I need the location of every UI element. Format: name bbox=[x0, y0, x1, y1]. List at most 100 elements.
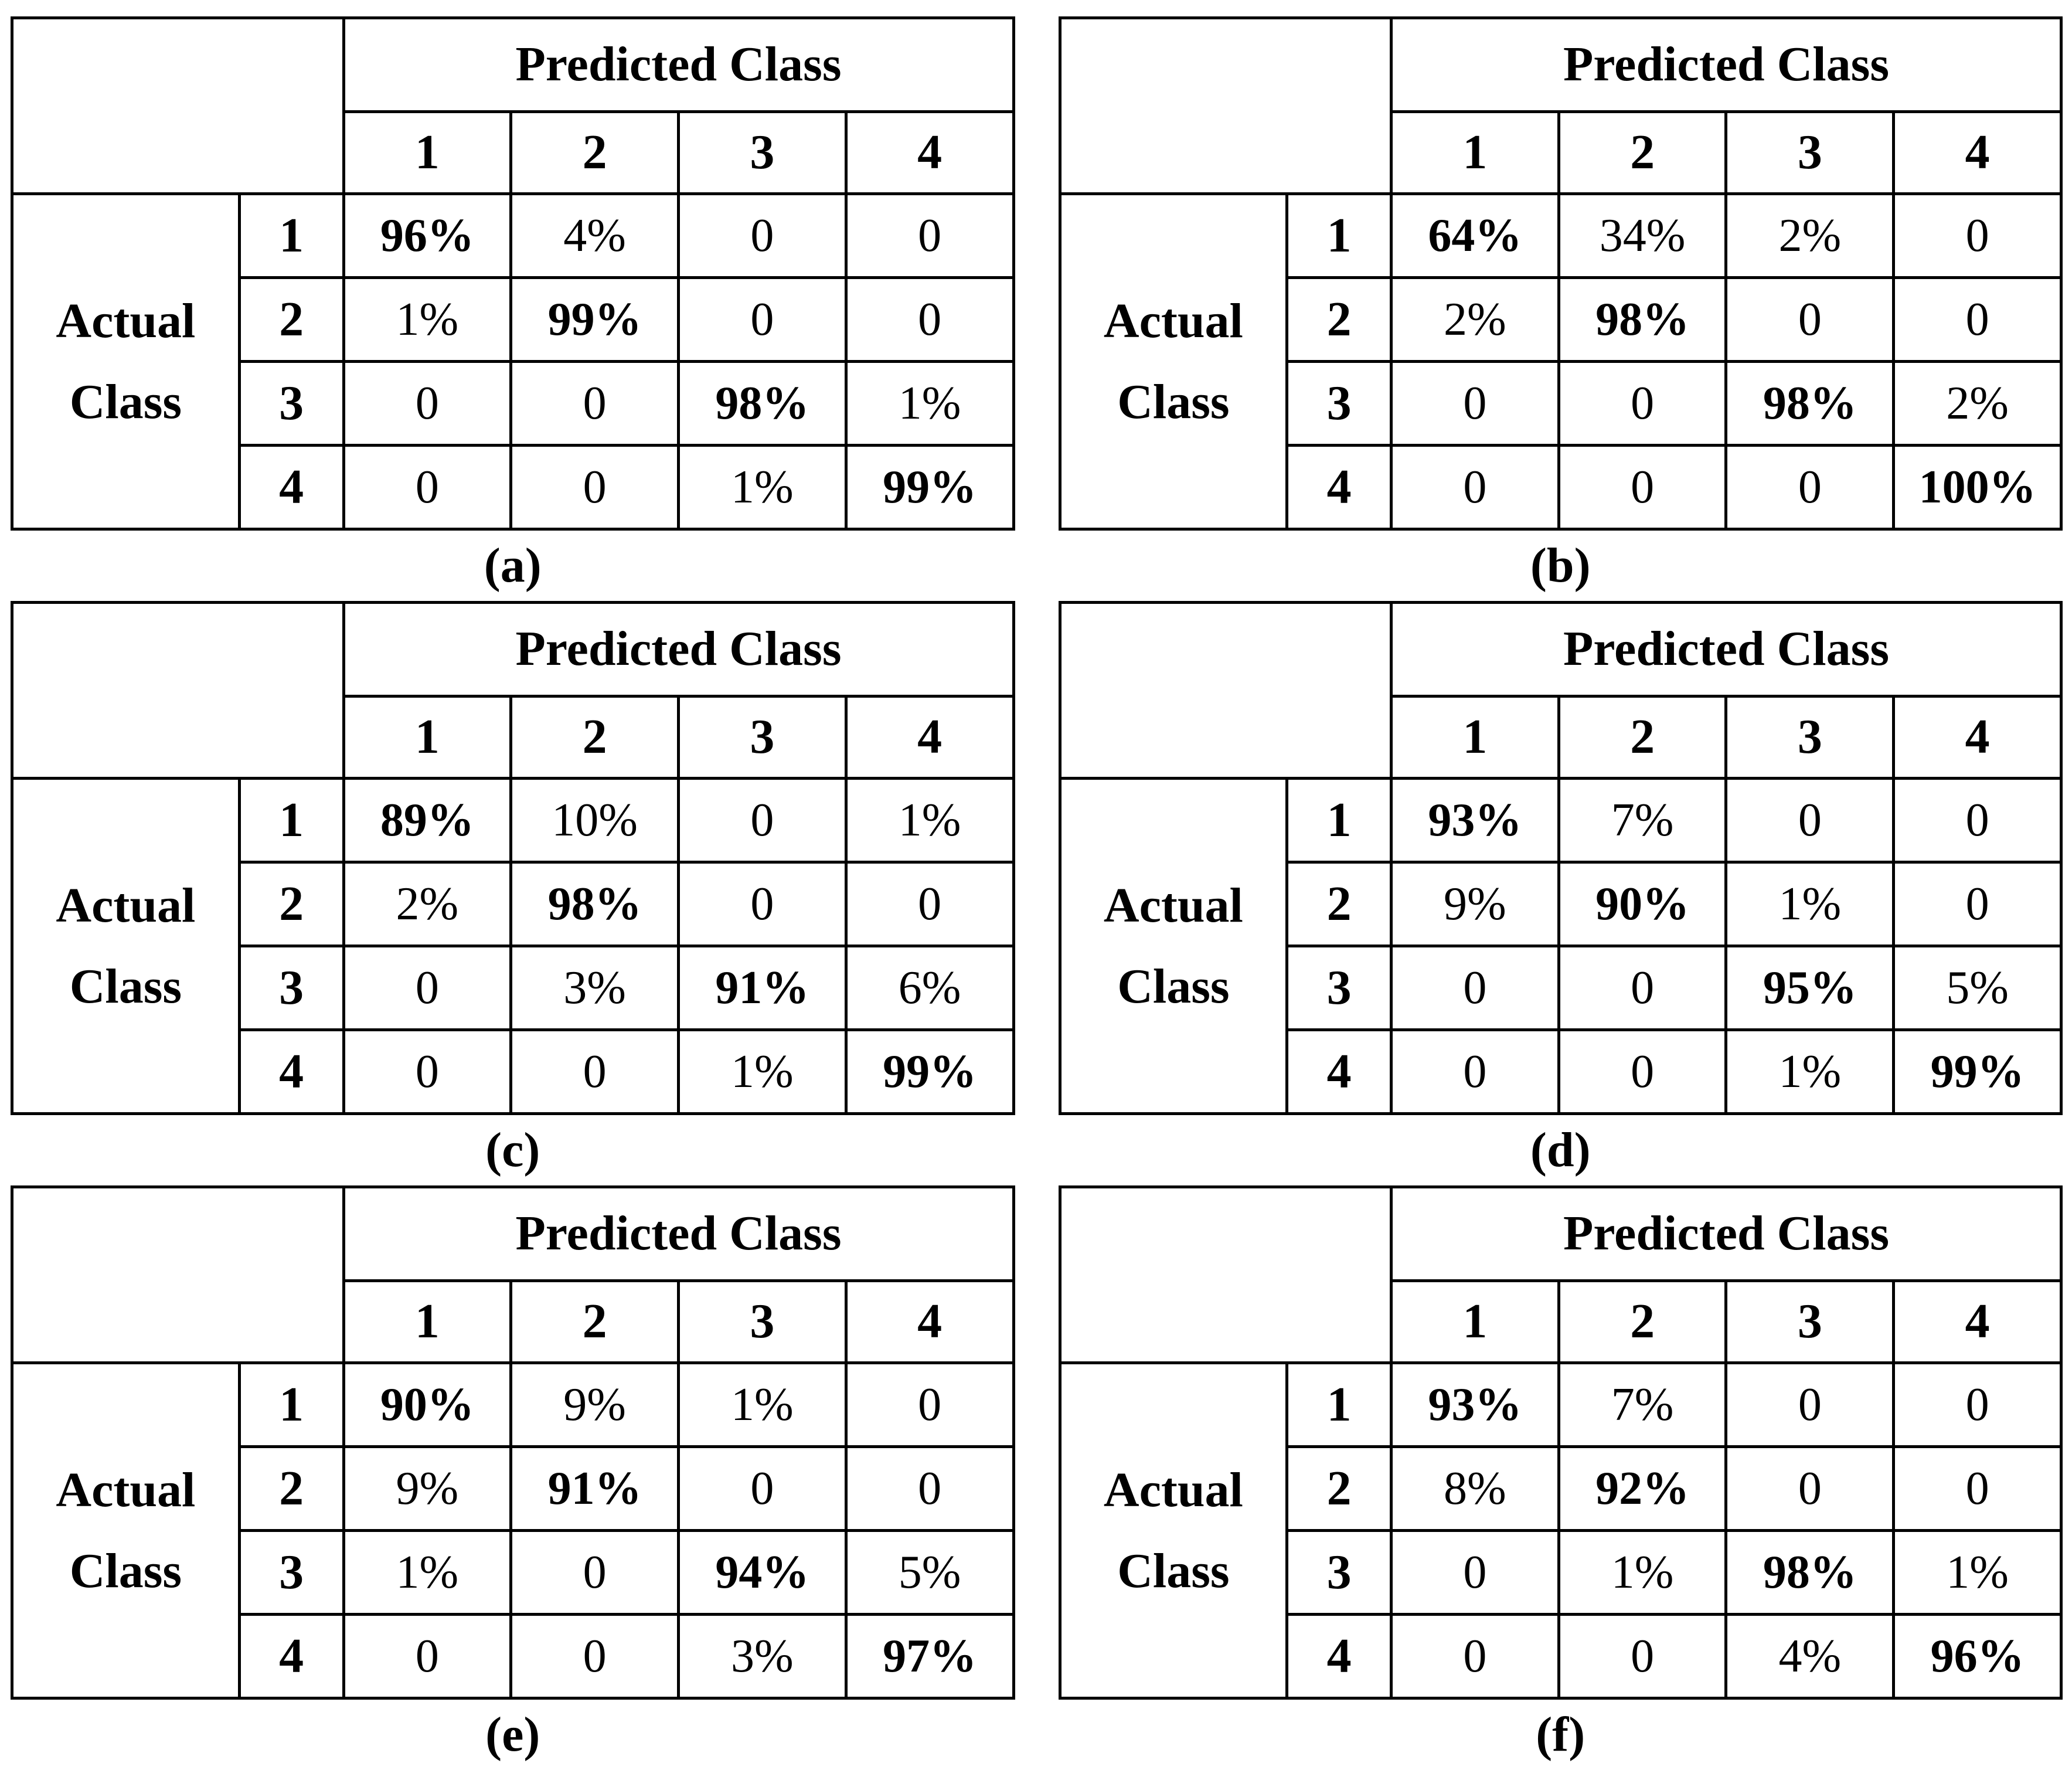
actual-class-1-row-header: 1 bbox=[1285, 777, 1393, 864]
predicted-class-3-column-header: 3 bbox=[676, 1279, 848, 1364]
matrix-a-value-r2c3: 0 bbox=[676, 276, 848, 363]
matrix-a-value-r1c3: 0 bbox=[676, 192, 848, 279]
matrix-f-value-r3c4: 1% bbox=[1892, 1529, 2063, 1616]
actual-class-axis-label: Actual Class bbox=[1058, 1361, 1289, 1700]
predicted-class-3-column-header: 3 bbox=[1724, 695, 1896, 780]
matrix-e-value-r4c3: 3% bbox=[676, 1613, 848, 1700]
actual-class-label-line2: Class bbox=[1117, 959, 1230, 1014]
matrix-b-value-r2c3: 0 bbox=[1724, 276, 1896, 363]
predicted-class-3-column-header: 3 bbox=[1724, 110, 1896, 195]
matrix-f-value-r2c2: 92% bbox=[1557, 1445, 1728, 1532]
matrix-a-value-r1c4: 0 bbox=[844, 192, 1015, 279]
matrix-b-value-r1c1: 64% bbox=[1390, 192, 1560, 279]
matrix-a-value-r4c4: 99% bbox=[844, 444, 1015, 531]
matrix-d-value-r2c3: 1% bbox=[1724, 861, 1896, 947]
matrix-d-value-r4c4: 99% bbox=[1892, 1028, 2063, 1115]
matrix-a-value-r4c3: 1% bbox=[676, 444, 848, 531]
predicted-class-1-column-header: 1 bbox=[1390, 110, 1560, 195]
predicted-class-axis-label: Predicted Class bbox=[342, 1185, 1015, 1282]
subfigure-caption: (f) bbox=[1536, 1707, 1586, 1762]
matrix-f-value-r1c2: 7% bbox=[1557, 1361, 1728, 1448]
predicted-class-4-column-header: 4 bbox=[1892, 1279, 2063, 1364]
actual-class-label-line1: Actual bbox=[56, 293, 196, 348]
matrix-d-value-r1c2: 7% bbox=[1557, 777, 1728, 864]
matrix-c-value-r3c1: 0 bbox=[342, 945, 513, 1031]
subfigure-caption: (d) bbox=[1530, 1123, 1591, 1177]
actual-class-1-row-header: 1 bbox=[1285, 192, 1393, 279]
matrix-c-value-r2c1: 2% bbox=[342, 861, 513, 947]
matrix-f-value-r3c3: 98% bbox=[1724, 1529, 1896, 1616]
matrix-a-value-r4c2: 0 bbox=[509, 444, 680, 531]
matrix-b-value-r4c1: 0 bbox=[1390, 444, 1560, 531]
matrix-d-value-r2c2: 90% bbox=[1557, 861, 1728, 947]
matrix-c-value-r2c2: 98% bbox=[509, 861, 680, 947]
actual-class-2-row-header: 2 bbox=[237, 276, 345, 363]
actual-class-axis-label: Actual Class bbox=[11, 192, 241, 531]
actual-class-label-line1: Actual bbox=[1103, 1462, 1243, 1517]
predicted-class-3-column-header: 3 bbox=[676, 110, 848, 195]
matrix-b-value-r1c3: 2% bbox=[1724, 192, 1896, 279]
actual-class-4-row-header: 4 bbox=[237, 1613, 345, 1700]
predicted-class-1-column-header: 1 bbox=[342, 1279, 513, 1364]
actual-class-4-row-header: 4 bbox=[237, 444, 345, 531]
matrix-d-value-r3c4: 5% bbox=[1892, 945, 2063, 1031]
matrix-e-value-r3c3: 94% bbox=[676, 1529, 848, 1616]
actual-class-label-line2: Class bbox=[69, 1543, 182, 1598]
predicted-class-2-column-header: 2 bbox=[509, 1279, 680, 1364]
actual-class-label-line1: Actual bbox=[56, 878, 196, 933]
actual-class-3-row-header: 3 bbox=[1285, 1529, 1393, 1616]
actual-class-2-row-header: 2 bbox=[237, 1445, 345, 1532]
matrix-b-value-r2c4: 0 bbox=[1892, 276, 2063, 363]
matrix-a-value-r2c2: 99% bbox=[509, 276, 680, 363]
predicted-class-3-column-header: 3 bbox=[676, 695, 848, 780]
matrix-c-value-r2c4: 0 bbox=[844, 861, 1015, 947]
matrix-c-value-r1c4: 1% bbox=[844, 777, 1015, 864]
matrix-b-value-r3c1: 0 bbox=[1390, 360, 1560, 447]
matrix-a-value-r3c4: 1% bbox=[844, 360, 1015, 447]
matrix-f-value-r2c1: 8% bbox=[1390, 1445, 1560, 1532]
matrix-e-value-r2c3: 0 bbox=[676, 1445, 848, 1532]
matrix-e-value-r1c4: 0 bbox=[844, 1361, 1015, 1448]
predicted-class-2-column-header: 2 bbox=[509, 695, 680, 780]
matrix-e-value-r1c2: 9% bbox=[509, 1361, 680, 1448]
matrix-e-value-r1c1: 90% bbox=[342, 1361, 513, 1448]
matrix-e-value-r4c4: 97% bbox=[844, 1613, 1015, 1700]
predicted-class-axis-label: Predicted Class bbox=[1390, 601, 2063, 698]
actual-class-label-line1: Actual bbox=[1103, 293, 1243, 348]
matrix-d-value-r3c3: 95% bbox=[1724, 945, 1896, 1031]
matrix-c-value-r1c1: 89% bbox=[342, 777, 513, 864]
matrix-e-value-r1c3: 1% bbox=[676, 1361, 848, 1448]
matrix-f-value-r2c4: 0 bbox=[1892, 1445, 2063, 1532]
matrix-f-value-r4c4: 96% bbox=[1892, 1613, 2063, 1700]
actual-class-4-row-header: 4 bbox=[1285, 1613, 1393, 1700]
matrix-a-value-r1c2: 4% bbox=[509, 192, 680, 279]
predicted-class-axis-label: Predicted Class bbox=[342, 601, 1015, 698]
matrix-c-value-r4c1: 0 bbox=[342, 1028, 513, 1115]
matrix-a-value-r3c1: 0 bbox=[342, 360, 513, 447]
matrix-b-value-r1c2: 34% bbox=[1557, 192, 1728, 279]
corner-spacer-cell bbox=[1058, 16, 1393, 195]
predicted-class-2-column-header: 2 bbox=[1557, 695, 1728, 780]
actual-class-label-line1: Actual bbox=[56, 1462, 196, 1517]
actual-class-axis-label: Actual Class bbox=[1058, 777, 1289, 1115]
matrix-c-value-r1c3: 0 bbox=[676, 777, 848, 864]
actual-class-label-line2: Class bbox=[1117, 1543, 1230, 1598]
matrix-d-value-r1c1: 93% bbox=[1390, 777, 1560, 864]
matrix-e-value-r2c2: 91% bbox=[509, 1445, 680, 1532]
predicted-class-4-column-header: 4 bbox=[844, 695, 1015, 780]
matrix-c-value-r3c2: 3% bbox=[509, 945, 680, 1031]
matrix-b-value-r3c2: 0 bbox=[1557, 360, 1728, 447]
matrix-f-value-r4c2: 0 bbox=[1557, 1613, 1728, 1700]
actual-class-axis-label: Actual Class bbox=[11, 777, 241, 1115]
predicted-class-1-column-header: 1 bbox=[342, 110, 513, 195]
matrix-a-value-r2c1: 1% bbox=[342, 276, 513, 363]
